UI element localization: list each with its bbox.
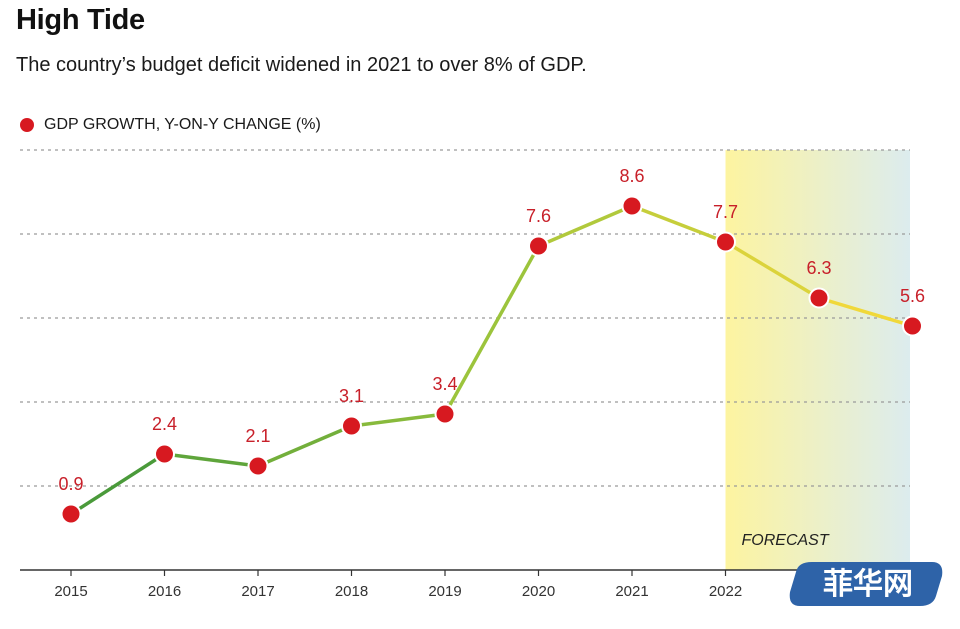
x-tick-label: 2015 — [54, 583, 87, 600]
legend-marker — [20, 118, 34, 132]
data-point — [715, 231, 736, 253]
series-line-segment — [162, 452, 260, 468]
chart-subtitle: The country’s budget deficit widened in … — [16, 54, 587, 76]
data-label: 3.1 — [339, 386, 364, 406]
series-line-segment — [69, 452, 167, 516]
data-label: 0.9 — [58, 474, 83, 494]
data-label: 3.4 — [432, 374, 457, 394]
forecast-label: FORECAST — [742, 532, 830, 549]
data-point — [808, 287, 830, 309]
legend: GDP GROWTH, Y-ON-Y CHANGE (%) — [20, 116, 321, 134]
x-tick-label: 2019 — [428, 583, 461, 600]
data-label: 8.6 — [619, 166, 644, 186]
forecast-band — [725, 150, 910, 570]
data-point — [621, 195, 643, 217]
data-point — [247, 455, 269, 477]
series-line-segment — [349, 412, 447, 428]
x-tick-label: 2021 — [615, 583, 648, 600]
data-label: 2.4 — [152, 414, 177, 434]
series-line-segment — [536, 204, 634, 248]
x-tick-label: 2017 — [241, 583, 274, 600]
data-label: 7.7 — [713, 202, 738, 222]
data-point — [60, 503, 82, 525]
series-line-segment — [443, 244, 541, 416]
data-label: 2.1 — [245, 426, 270, 446]
watermark-logo: 菲华网 — [789, 562, 943, 606]
series-line-segment — [630, 204, 728, 244]
x-tick-label: 2020 — [522, 583, 555, 600]
data-label: 7.6 — [526, 206, 551, 226]
watermark-text: 菲华网 — [823, 567, 913, 602]
data-point — [902, 315, 923, 337]
data-label: 5.6 — [900, 286, 925, 306]
x-tick-label: 2018 — [335, 583, 368, 600]
series-line-segment — [723, 240, 821, 300]
data-point — [154, 443, 175, 465]
data-point — [528, 235, 549, 257]
series-line-segment — [256, 424, 354, 468]
data-point — [434, 403, 456, 425]
chart-title: High Tide — [16, 4, 145, 36]
data-point — [341, 415, 362, 437]
data-label: 6.3 — [806, 258, 831, 278]
series-line-segment — [817, 296, 915, 328]
x-tick-label: 2016 — [148, 583, 181, 600]
x-tick-label: 2022 — [709, 583, 742, 600]
legend-label: GDP GROWTH, Y-ON-Y CHANGE (%) — [44, 116, 321, 133]
